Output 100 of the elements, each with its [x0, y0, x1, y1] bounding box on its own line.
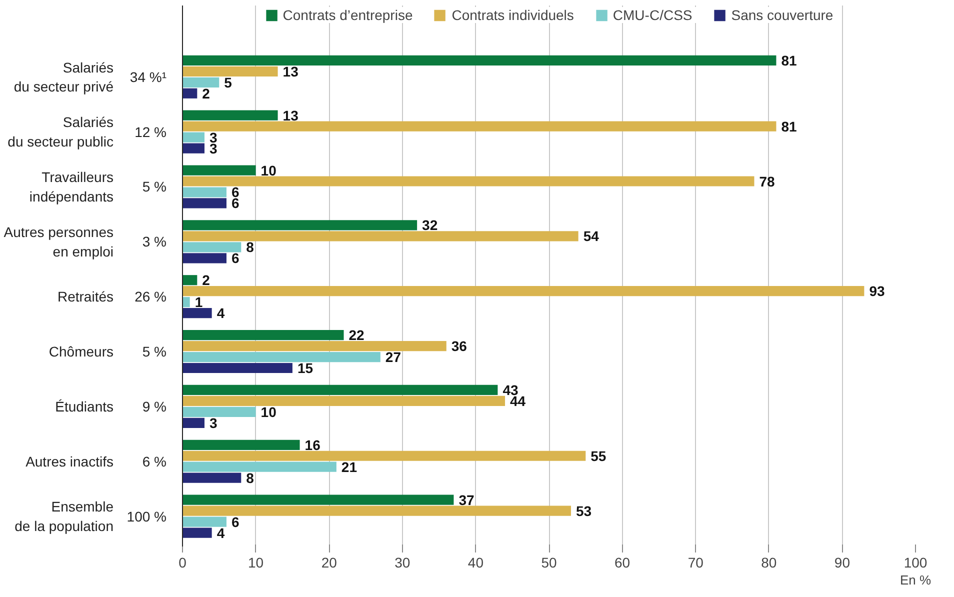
bar — [182, 297, 190, 308]
x-tick-label: 50 — [541, 554, 557, 570]
bar — [182, 55, 776, 66]
bar — [182, 231, 578, 242]
data-label: 8 — [246, 239, 254, 256]
bar — [182, 340, 446, 352]
data-label: 3 — [209, 414, 218, 431]
y-tick-label: Étudiants — [55, 398, 114, 414]
bar — [182, 121, 776, 132]
data-label: 27 — [385, 349, 402, 366]
data-label: 5 — [224, 74, 232, 90]
data-label: 78 — [759, 173, 776, 190]
bar — [182, 286, 864, 296]
data-label: 4 — [216, 305, 225, 322]
bar — [182, 275, 198, 286]
x-tick-label: 70 — [688, 554, 704, 570]
text: 9 % — [142, 398, 166, 414]
legend-label: Sans couverture — [731, 7, 834, 23]
data-label: 13 — [282, 107, 299, 124]
x-tick-label: 60 — [614, 554, 630, 570]
data-label: 22 — [348, 327, 365, 344]
bar — [182, 528, 212, 538]
bar — [182, 418, 204, 428]
bar — [182, 165, 256, 176]
bar — [182, 352, 380, 362]
x-tick-label: 40 — [468, 554, 484, 570]
bar — [182, 330, 344, 340]
bar — [182, 242, 242, 252]
data-label: 81 — [781, 118, 798, 134]
data-label: 10 — [260, 162, 277, 178]
bar — [182, 450, 586, 461]
bar — [182, 66, 278, 76]
data-label: 36 — [451, 338, 468, 354]
data-label: 4 — [216, 524, 225, 541]
data-label: 6 — [231, 250, 240, 266]
x-tick-label: 30 — [394, 554, 410, 570]
bar — [182, 516, 226, 527]
text: 26 % — [134, 288, 167, 305]
bar — [182, 253, 226, 264]
data-label: 2 — [202, 272, 210, 288]
x-tick-label: 80 — [761, 554, 777, 570]
bar — [182, 88, 198, 98]
data-label: 2 — [202, 85, 210, 102]
y-tick-label: Retraités — [57, 288, 114, 305]
bar — [182, 472, 242, 483]
y-tick-label: Salariés du secteur public — [8, 114, 114, 150]
y-tick-label: Salariés du secteur privé — [14, 59, 114, 94]
bar — [182, 440, 300, 450]
legend-label: CMU-C/CSS — [612, 7, 692, 23]
bar — [182, 220, 418, 230]
text: 5 % — [142, 344, 166, 360]
bar — [182, 494, 454, 505]
bar — [182, 406, 256, 417]
bar — [182, 187, 226, 198]
data-label: 21 — [341, 458, 358, 475]
data-label: 6 — [231, 514, 240, 530]
text: 6 % — [142, 453, 166, 470]
data-label: 10 — [260, 404, 277, 420]
bar — [182, 176, 754, 186]
data-label: 81 — [781, 52, 798, 68]
text: 5 % — [142, 178, 166, 195]
bar — [182, 462, 336, 472]
bar — [182, 110, 278, 120]
data-label: 37 — [458, 492, 474, 508]
text: 3 % — [142, 234, 166, 250]
text: 100 % — [126, 508, 167, 524]
x-tick-label: 90 — [834, 554, 850, 570]
data-label: 55 — [590, 448, 606, 464]
data-label: 16 — [304, 436, 321, 453]
y-tick-label: Ensemble de la population — [14, 498, 114, 534]
bar — [182, 198, 226, 208]
text: 12 % — [134, 124, 167, 140]
data-label: 93 — [869, 283, 885, 300]
y-tick-label: Autres inactifs — [26, 453, 114, 470]
x-axis-title: En % — [900, 572, 932, 588]
data-label: 32 — [422, 217, 438, 234]
x-tick-label: 100 — [904, 554, 928, 570]
bar — [182, 506, 571, 516]
legend-label: Contrats individuels — [452, 7, 574, 23]
bar — [182, 362, 292, 374]
data-label: 54 — [583, 228, 600, 244]
data-label: 13 — [282, 63, 299, 80]
data-label: 15 — [297, 360, 314, 376]
bar — [182, 396, 506, 406]
bar — [182, 308, 212, 318]
data-label: 53 — [576, 502, 592, 519]
text: 34 %¹ — [130, 68, 167, 85]
x-tick-label: 10 — [248, 554, 264, 570]
bar — [182, 143, 204, 154]
legend-label: Contrats d’entreprise — [282, 7, 413, 23]
x-tick-label: 0 — [178, 554, 187, 570]
y-tick-label: Autres personnes en emploi — [4, 224, 114, 260]
bar — [182, 77, 220, 88]
bar — [182, 132, 204, 142]
bar — [182, 384, 498, 396]
data-label: 1 — [194, 294, 203, 310]
y-tick-label: Travailleurs indépendants — [29, 169, 114, 204]
data-label: 8 — [246, 470, 254, 486]
x-tick-label: 20 — [321, 554, 338, 570]
y-tick-label: Chômeurs — [48, 344, 114, 360]
